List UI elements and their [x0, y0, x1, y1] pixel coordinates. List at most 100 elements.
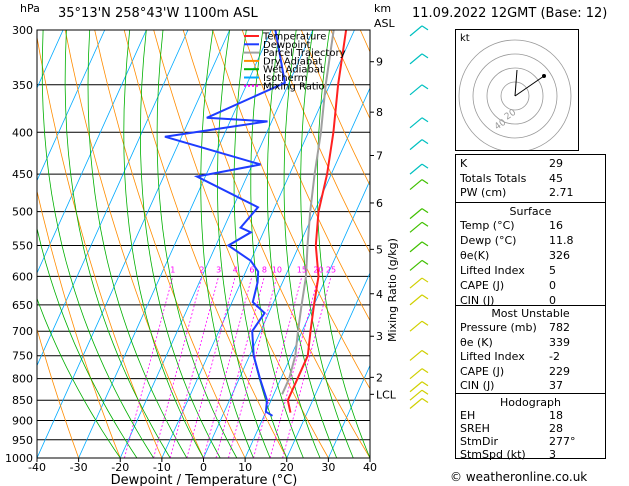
table-row-label: θe (K): [460, 335, 493, 349]
mixing-ratio-line: [169, 276, 220, 458]
isotherm-line: [161, 30, 355, 458]
x-tick-label: -20: [111, 461, 129, 474]
legend-label: Isotherm: [263, 73, 307, 84]
mixing-ratio-line: [153, 276, 203, 458]
table-row-value: 339: [549, 335, 570, 349]
legend-label: Dewpoint: [263, 40, 311, 51]
wind-barb: [409, 381, 423, 393]
dry-adiabat-line: [37, 34, 163, 458]
km-tick-label: 3: [376, 330, 383, 343]
table-row-label: Totals Totals: [460, 171, 527, 185]
x-tick-label: 30: [321, 461, 335, 474]
wind-barb: [409, 368, 423, 380]
km-tick-label: 7: [376, 149, 383, 162]
dry-adiabat-line: [241, 30, 370, 322]
mixing-ratio-tick-label: 1: [170, 265, 175, 274]
isotherm-line: [119, 30, 314, 458]
mixing-ratio-line: [253, 276, 303, 458]
wet-adiabat-line: [283, 30, 338, 458]
table-row-label: PW (cm): [460, 186, 507, 199]
x-tick-label: 40: [363, 461, 377, 474]
wet-adiabat-line: [87, 30, 188, 458]
pressure-tick-label: 350: [12, 79, 33, 92]
dry-adiabat-line: [212, 30, 370, 390]
pressure-tick-label: 450: [12, 168, 33, 181]
wind-barb-flag: [421, 25, 429, 31]
km-tick-label: 5: [376, 243, 383, 256]
wind-barb: [409, 277, 423, 289]
table-row-value: 28: [549, 422, 563, 435]
table-row-value: 16: [549, 219, 563, 232]
table-row-value: 3: [549, 448, 556, 461]
x-tick-label: 10: [238, 461, 252, 474]
wind-barb-flag: [421, 277, 429, 283]
mixing-ratio-line: [124, 276, 174, 458]
wet-adiabat-line: [37, 226, 138, 458]
x-tick-label: 20: [280, 461, 294, 474]
wind-barb-flag: [421, 84, 429, 90]
table-row-label: Lifted Index: [460, 350, 525, 363]
wet-adiabat-line: [250, 30, 304, 458]
km-unit-label: km: [374, 2, 391, 15]
datetime-title: 11.09.2022 12GMT (Base: 12): [412, 6, 608, 21]
table-row-label: StmSpd (kt): [460, 448, 526, 461]
table-row-value: 0: [549, 294, 556, 307]
table-row-label: StmDir: [460, 435, 499, 448]
pressure-tick-label: 900: [12, 415, 33, 428]
dry-adiabat-line: [37, 189, 121, 458]
pressure-tick-label: 950: [12, 434, 33, 447]
wind-barb-flag: [421, 349, 429, 355]
legend-label: Temperature: [262, 32, 326, 43]
table-row-label: Temp (°C): [460, 219, 515, 232]
wind-barb: [409, 163, 423, 175]
wet-adiabat-line: [156, 30, 238, 458]
table-row-value: 11.8: [549, 234, 574, 247]
pressure-tick-label: 700: [12, 325, 33, 338]
wind-barb: [409, 320, 423, 332]
mixing-ratio-tick-label: 25: [326, 265, 336, 274]
isotherm-line: [203, 87, 370, 458]
table-row-label: CIN (J): [460, 379, 495, 392]
wind-barb: [409, 117, 423, 129]
table-row-value: 0: [549, 279, 556, 292]
km-tick-label: 4: [376, 288, 383, 301]
x-tick-label: 0: [200, 461, 207, 474]
mixing-ratio-tick-label: 20: [313, 265, 323, 274]
mixing-ratio-tick-label: 4: [233, 265, 238, 274]
divider: [456, 393, 605, 394]
station-location-title: 35°13'N 258°43'W 1100m ASL: [58, 6, 258, 21]
dry-adiabat-line: [300, 30, 370, 187]
wet-adiabat-line: [139, 30, 221, 458]
legend-label: Mixing Ratio: [263, 81, 325, 92]
table-row-label: EH: [460, 409, 476, 422]
wind-barb: [409, 241, 423, 253]
wind-barb-flag: [421, 397, 429, 403]
wet-adiabat-line: [123, 30, 204, 458]
wind-barb-flag: [421, 381, 429, 387]
table-row-value: 326: [549, 249, 570, 262]
mixing-ratio-tick-label: 6: [249, 265, 254, 274]
legend-label: Dry Adiabat: [263, 56, 322, 67]
surface-heading: Surface: [509, 205, 552, 218]
table-row-label: SREH: [460, 422, 490, 435]
hodograph-storm-point: [542, 74, 546, 78]
table-row-label: Dewp (°C): [460, 234, 517, 247]
mixing-ratio-tick-label: 8: [262, 265, 267, 274]
wind-barb: [409, 139, 423, 151]
wind-barb: [409, 389, 423, 401]
isotherm-line: [37, 30, 106, 182]
mixing-ratio-line: [203, 276, 253, 458]
mixing-ratio-line: [228, 276, 278, 458]
dry-adiabat-line: [123, 30, 288, 458]
divider: [456, 305, 605, 306]
legend-label: Parcel Trajectory: [263, 48, 346, 59]
hodograph-ring: [486, 67, 544, 125]
x-axis-label: Dewpoint / Temperature (°C): [111, 473, 298, 486]
indices-panel: K 29 Totals Totals 45 PW (cm) 2.71 Surface Te…: [455, 154, 606, 461]
wind-barb-flag: [421, 117, 429, 123]
hodograph-ring: [458, 39, 572, 150]
isotherm-line: [37, 30, 189, 367]
wind-barb: [409, 259, 423, 271]
km-tick-label: 2: [376, 371, 383, 384]
km-tick-label: LCL: [376, 388, 397, 401]
